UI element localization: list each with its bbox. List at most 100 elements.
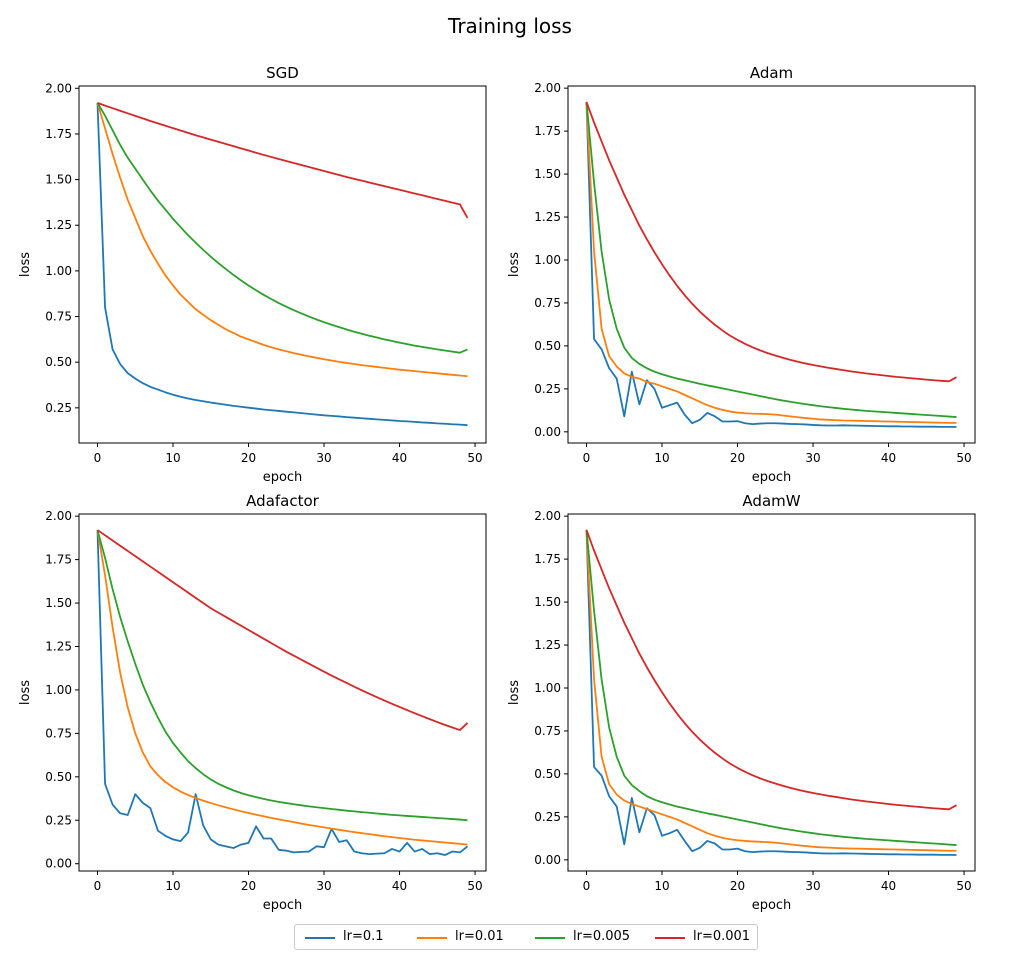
legend: lr=0.1 lr=0.01 lr=0.005 lr=0.001: [294, 924, 758, 950]
y-tick-label: 1.50: [45, 596, 72, 610]
legend-swatch: [417, 937, 447, 939]
x-tick-label: 10: [165, 879, 180, 893]
y-tick-label: 0.00: [45, 857, 72, 871]
x-tick-label: 10: [654, 451, 669, 465]
x-tick-label: 30: [805, 451, 820, 465]
subplot-title: AdamW: [742, 492, 800, 510]
x-tick-label: 50: [467, 451, 482, 465]
subplot-title: Adafactor: [246, 492, 319, 510]
x-tick-label: 30: [316, 879, 331, 893]
y-tick-label: 0.25: [534, 810, 561, 824]
y-tick-label: 1.75: [45, 127, 72, 141]
legend-label: lr=0.005: [573, 929, 631, 944]
figure-title: Training loss: [448, 14, 572, 38]
y-tick-label: 0.75: [534, 296, 561, 310]
y-tick-label: 0.50: [534, 339, 561, 353]
y-axis-label: loss: [18, 680, 33, 705]
y-axis-label: loss: [18, 252, 33, 277]
y-tick-label: 1.75: [534, 552, 561, 566]
subplots-canvas: 0 10 20 30 40 50 0.25 0.50 0.75 1.00 1.25 1.50 1.75 2…: [18, 64, 976, 913]
x-tick-label: 0: [94, 879, 102, 893]
y-tick-label: 0.75: [45, 726, 72, 740]
series-line-lr=0.005: [96, 529, 468, 822]
y-tick-label: 2.00: [534, 81, 561, 95]
x-tick-label: 20: [241, 879, 256, 893]
x-tick-label: 0: [94, 451, 102, 465]
legend-label: lr=0.01: [455, 929, 504, 944]
x-tick-label: 0: [583, 451, 591, 465]
y-axis-label: loss: [507, 680, 522, 705]
series-line-lr=0.005: [96, 102, 468, 354]
series-line-lr=0.001: [585, 529, 957, 811]
y-tick-label: 0.50: [45, 770, 72, 784]
series-line-lr=0.1: [96, 102, 468, 427]
y-tick-label: 1.25: [534, 210, 561, 224]
series-line-lr=0.001: [97, 102, 469, 219]
y-tick-label: 2.00: [45, 81, 72, 95]
x-tick-label: 0: [583, 879, 591, 893]
x-axis-label: epoch: [263, 898, 303, 913]
y-tick-label: 1.00: [45, 264, 72, 278]
x-axis-label: epoch: [752, 898, 792, 913]
y-tick-label: 0.25: [45, 401, 72, 415]
y-tick-label: 2.00: [45, 509, 72, 523]
x-tick-label: 50: [467, 879, 482, 893]
series-line-lr=0.005: [585, 529, 957, 846]
legend-swatch: [655, 937, 685, 939]
legend-swatch: [305, 937, 335, 939]
series-line-lr=0.001: [585, 101, 957, 383]
x-axis-label: epoch: [263, 470, 303, 485]
axes-frame: [78, 85, 487, 444]
x-tick-label: 40: [392, 451, 407, 465]
series-line-lr=0.001: [96, 529, 469, 731]
series-line-lr=0.005: [585, 101, 957, 418]
x-tick-label: 40: [881, 879, 896, 893]
x-tick-label: 50: [956, 879, 971, 893]
y-tick-label: 1.50: [534, 167, 561, 181]
series-line-lr=0.01: [96, 102, 468, 378]
y-tick-label: 1.25: [45, 218, 72, 232]
series-line-lr=0.1: [96, 530, 469, 856]
y-tick-label: 1.50: [534, 595, 561, 609]
subplot-title: Adam: [750, 64, 793, 82]
series-line-lr=0.1: [585, 101, 957, 428]
x-tick-label: 20: [241, 451, 256, 465]
x-tick-label: 30: [805, 879, 820, 893]
x-tick-label: 50: [956, 451, 971, 465]
y-tick-label: 0.00: [534, 425, 561, 439]
axes-frame: [78, 513, 487, 872]
x-tick-label: 10: [654, 879, 669, 893]
y-tick-label: 1.75: [45, 553, 72, 567]
y-tick-label: 1.25: [534, 638, 561, 652]
subplot-title: SGD: [266, 64, 299, 82]
subplot-adafactor: 0 10 20 30 40 50 0.00 0.25 0.50 0.75 1.00 1.25 1.50 1…: [18, 492, 487, 913]
x-axis-label: epoch: [752, 470, 792, 485]
x-tick-label: 40: [392, 879, 407, 893]
series-line-lr=0.01: [585, 529, 957, 852]
x-tick-label: 10: [165, 451, 180, 465]
series-line-lr=0.1: [585, 529, 957, 856]
y-tick-label: 1.00: [534, 681, 561, 695]
y-tick-label: 1.75: [534, 124, 561, 138]
y-tick-label: 0.25: [45, 813, 72, 827]
y-tick-label: 0.00: [534, 853, 561, 867]
axes-frame: [567, 513, 976, 872]
y-tick-label: 0.50: [45, 355, 72, 369]
y-tick-label: 0.50: [534, 767, 561, 781]
x-tick-label: 40: [881, 451, 896, 465]
y-tick-label: 1.50: [45, 173, 72, 187]
subplot-adam: 0 10 20 30 40 50 0.00 0.25 0.50 0.75 1.00 1.25 1.50 1…: [507, 64, 976, 485]
series-line-lr=0.01: [585, 101, 957, 424]
y-tick-label: 2.00: [534, 509, 561, 523]
y-axis-label: loss: [507, 252, 522, 277]
y-tick-label: 1.00: [45, 683, 72, 697]
x-tick-label: 30: [316, 451, 331, 465]
legend-label: lr=0.1: [343, 929, 384, 944]
legend-swatch: [535, 937, 565, 939]
y-tick-label: 1.25: [45, 639, 72, 653]
y-tick-label: 0.25: [534, 382, 561, 396]
subplot-adamw: 0 10 20 30 40 50 0.00 0.25 0.50 0.75 1.00 1.25 1.50 1…: [507, 492, 976, 913]
subplot-sgd: 0 10 20 30 40 50 0.25 0.50 0.75 1.00 1.25 1.50 1.75 2…: [18, 64, 487, 485]
y-tick-label: 0.75: [534, 724, 561, 738]
